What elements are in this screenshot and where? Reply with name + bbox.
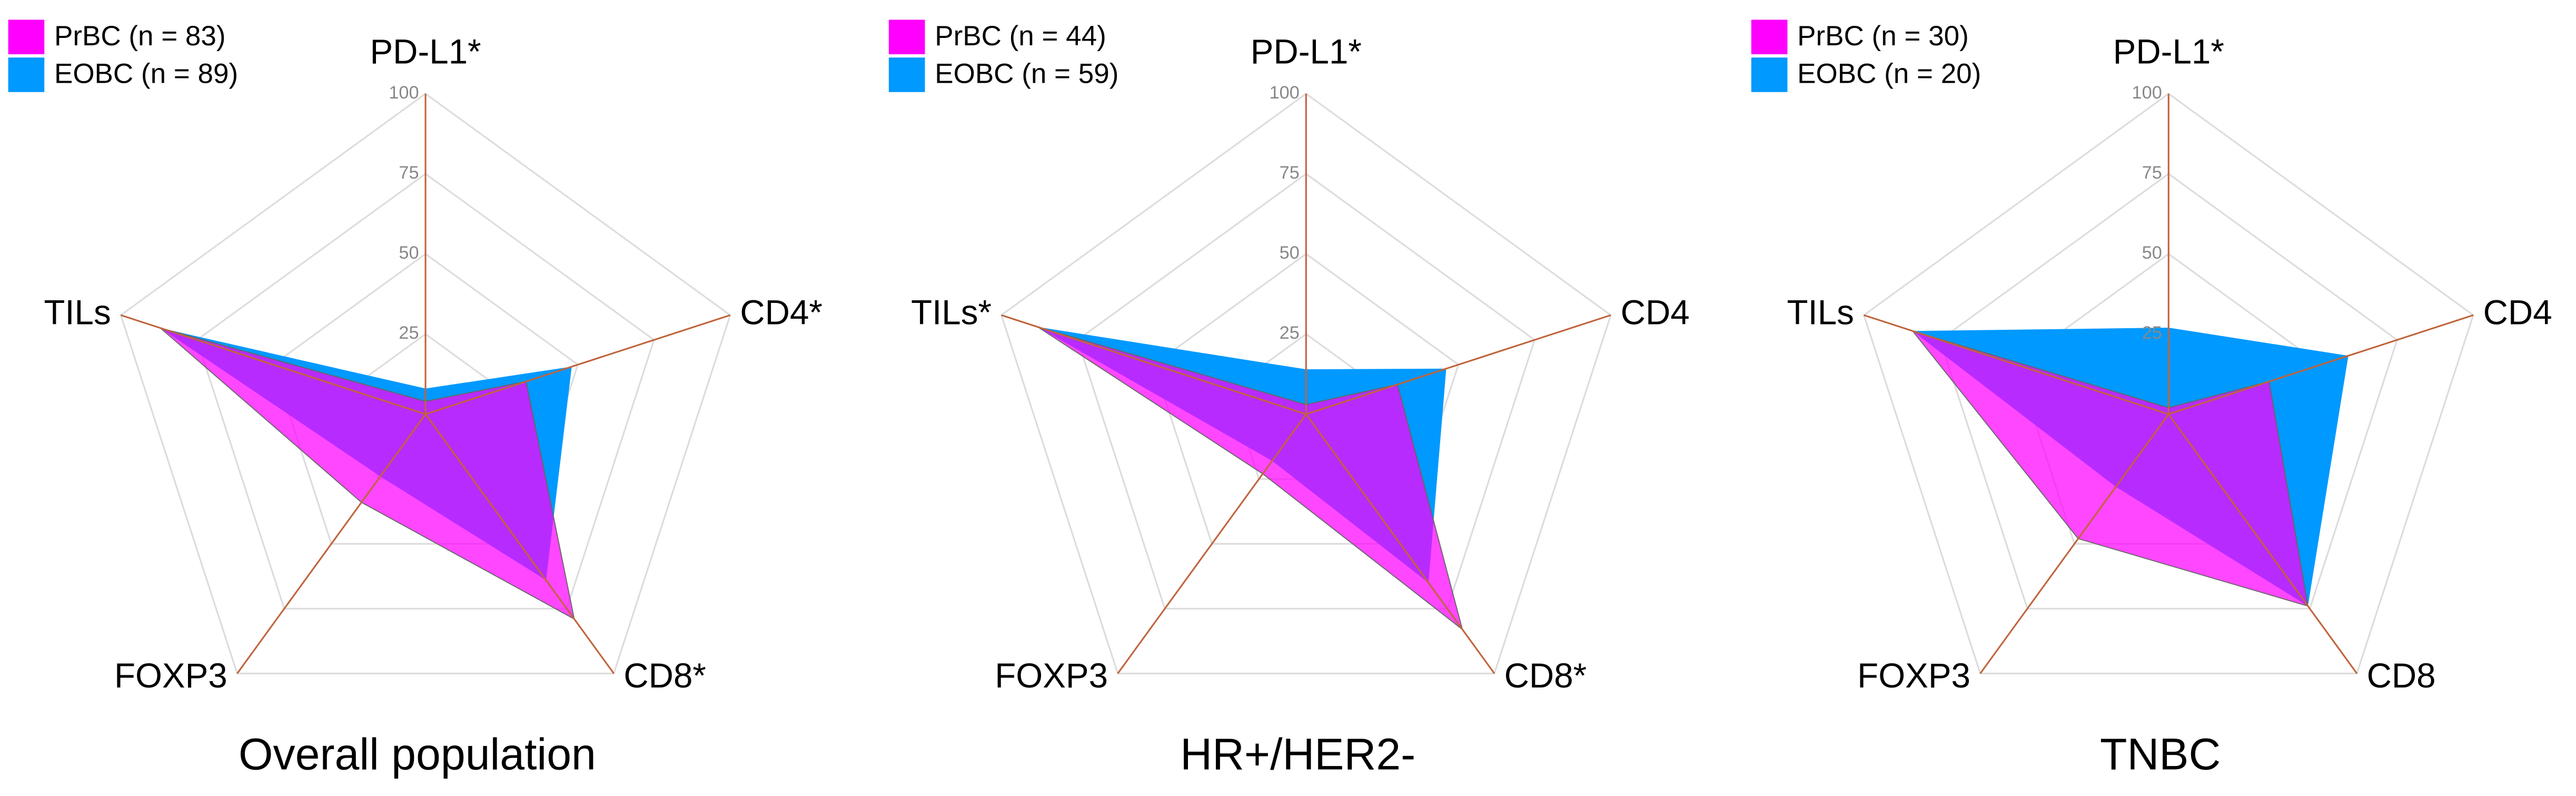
radar-area (1037, 326, 1463, 631)
axis-label: CD8 (2367, 656, 2436, 695)
axis-label: TILs (44, 293, 111, 332)
grid-line (1153, 253, 1460, 545)
r-tick-label: 75 (2142, 163, 2162, 183)
r-tick-label: 100 (2132, 83, 2162, 103)
r-tick-label: 50 (399, 243, 419, 263)
legend-label: PrBC (n = 83) (54, 21, 226, 52)
grid-line (1076, 173, 1536, 610)
axis-label: CD8* (1504, 656, 1587, 695)
r-tick-label: 100 (1270, 83, 1300, 103)
radar-panel: 25 50 75 100 PD-L1* CD4* CD8* FOXP3 TILs Overall … (8, 19, 823, 779)
grid-line (120, 92, 731, 674)
radar-area (160, 327, 575, 620)
chart-title: TNBC (2100, 730, 2221, 779)
axis-label: CD8* (623, 656, 706, 695)
r-tick-label: 25 (2142, 323, 2162, 343)
legend-label: EOBC (n = 89) (54, 58, 238, 90)
axis-line (1305, 314, 1611, 415)
legend-swatch (1751, 57, 1788, 92)
grid-line (1939, 173, 2399, 610)
grid-line (1000, 92, 1612, 674)
chart-title: Overall population (239, 730, 596, 779)
radar-panel: 25 50 75 100 PD-L1* CD4 CD8* FOXP3 TILs* HR+/HER2… (888, 19, 1690, 779)
legend-label: PrBC (n = 44) (935, 21, 1106, 52)
axis-line (1305, 414, 1495, 674)
axis-label: TILs* (911, 293, 992, 332)
legend-swatch (8, 57, 45, 92)
axis-line (236, 414, 427, 674)
legend-label: PrBC (n = 30) (1797, 21, 1969, 52)
axis-line (1979, 414, 2169, 674)
axis-label: CD4 (1621, 293, 1690, 332)
axis-label: FOXP3 (114, 656, 227, 695)
r-tick-label: 25 (399, 323, 419, 343)
axis-line (425, 314, 731, 415)
axis-line (2168, 414, 2358, 674)
r-tick-label: 100 (389, 83, 419, 103)
axis-line (2168, 314, 2474, 415)
axis-line (424, 414, 615, 674)
grid-line (1862, 92, 2474, 674)
legend-label: EOBC (n = 59) (935, 58, 1118, 90)
r-tick-label: 75 (1280, 163, 1300, 183)
legend-swatch (888, 57, 925, 92)
axis-label: PD-L1* (2113, 32, 2224, 71)
r-tick-label: 75 (399, 163, 419, 183)
axis-label: CD4* (740, 293, 823, 332)
axis-label: FOXP3 (995, 656, 1108, 695)
axis-label: FOXP3 (1857, 656, 1970, 695)
axis-label: PD-L1* (1251, 32, 1362, 71)
axis-line (1864, 314, 2169, 415)
axis-line (120, 314, 426, 415)
grid-line (272, 253, 579, 545)
radar-area (1911, 330, 2309, 607)
legend-label: EOBC (n = 20) (1797, 58, 1981, 90)
r-tick-label: 50 (1280, 243, 1300, 263)
axis-label: CD4 (2483, 293, 2552, 332)
legend-swatch (888, 19, 925, 54)
radar-panel: 25 50 75 100 PD-L1* CD4 CD8 FOXP3 TILs TNBC PrBC (… (1751, 19, 2552, 779)
grid-line (196, 173, 655, 610)
axis-label: PD-L1* (370, 32, 481, 71)
r-tick-label: 50 (2142, 243, 2162, 263)
axis-line (1117, 414, 1307, 674)
r-tick-label: 25 (1280, 323, 1300, 343)
legend-swatch (1751, 19, 1788, 54)
axis-line (1001, 314, 1306, 415)
axis-label: TILs (1787, 293, 1854, 332)
radar-area (1038, 327, 1446, 583)
chart-title: HR+/HER2- (1180, 730, 1415, 779)
legend-swatch (8, 19, 45, 54)
